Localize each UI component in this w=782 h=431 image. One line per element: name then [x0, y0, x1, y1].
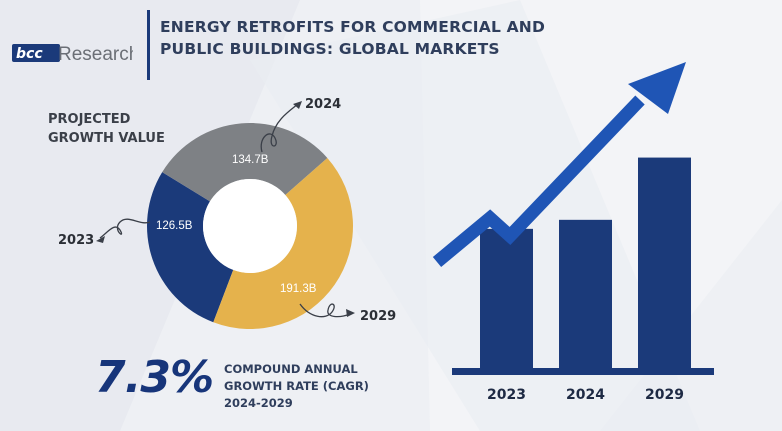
svg-text:Research: Research	[58, 44, 133, 65]
trend-arrow-line	[432, 95, 645, 268]
cagr-value: 7.3%	[95, 352, 214, 403]
connector-2029-squiggle	[299, 303, 351, 318]
title-line-2: PUBLIC BUILDINGS: GLOBAL MARKETS	[160, 40, 500, 58]
connector-2024-squiggle	[260, 103, 299, 153]
donut-value-2024: 134.7B	[232, 154, 269, 166]
donut-heading-line-2: GROWTH VALUE	[48, 131, 165, 146]
bar-2029	[638, 157, 691, 368]
connector-2029-arrowhead	[346, 309, 355, 317]
donut-year-2024: 2024	[305, 97, 341, 112]
cagr-label-line-2: GROWTH RATE (CAGR)	[224, 379, 369, 393]
connector-2024-arrowhead	[293, 101, 302, 109]
connector-2023-squiggle	[99, 218, 151, 239]
donut-hole	[203, 179, 297, 273]
donut-value-2029: 191.3B	[280, 283, 317, 295]
svg-text:bcc: bcc	[16, 46, 43, 62]
bar-label-2029: 2029	[645, 387, 684, 403]
cagr-label-line-1: COMPOUND ANNUAL	[224, 362, 358, 376]
bar-2024	[559, 219, 612, 368]
report-title: ENERGY RETROFITS FOR COMMERCIAL AND PUBL…	[160, 16, 580, 60]
donut-segment-2023	[146, 172, 234, 323]
donut-year-2023: 2023	[58, 233, 94, 248]
bar-chart-baseline	[452, 368, 714, 375]
title-line-1: ENERGY RETROFITS FOR COMMERCIAL AND	[160, 18, 546, 36]
bar-label-2023: 2023	[487, 387, 526, 403]
donut-value-2023: 126.5B	[156, 220, 193, 232]
header-divider	[147, 10, 150, 80]
cagr-label-line-3: 2024-2029	[224, 396, 293, 410]
connector-2023-arrowhead	[96, 236, 105, 243]
donut-heading-line-1: PROJECTED	[48, 112, 131, 127]
bar-label-2024: 2024	[566, 387, 605, 403]
donut-heading: PROJECTED GROWTH VALUE	[48, 110, 165, 148]
trend-arrow-head	[628, 62, 686, 114]
donut-segment-2029	[213, 157, 354, 330]
donut-segment-2024	[162, 122, 328, 202]
bar-2023	[480, 228, 533, 368]
donut-year-2029: 2029	[360, 309, 396, 324]
cagr-label: COMPOUND ANNUAL GROWTH RATE (CAGR) 2024-…	[224, 361, 369, 412]
bcc-research-logo: bcc Research	[12, 44, 133, 65]
